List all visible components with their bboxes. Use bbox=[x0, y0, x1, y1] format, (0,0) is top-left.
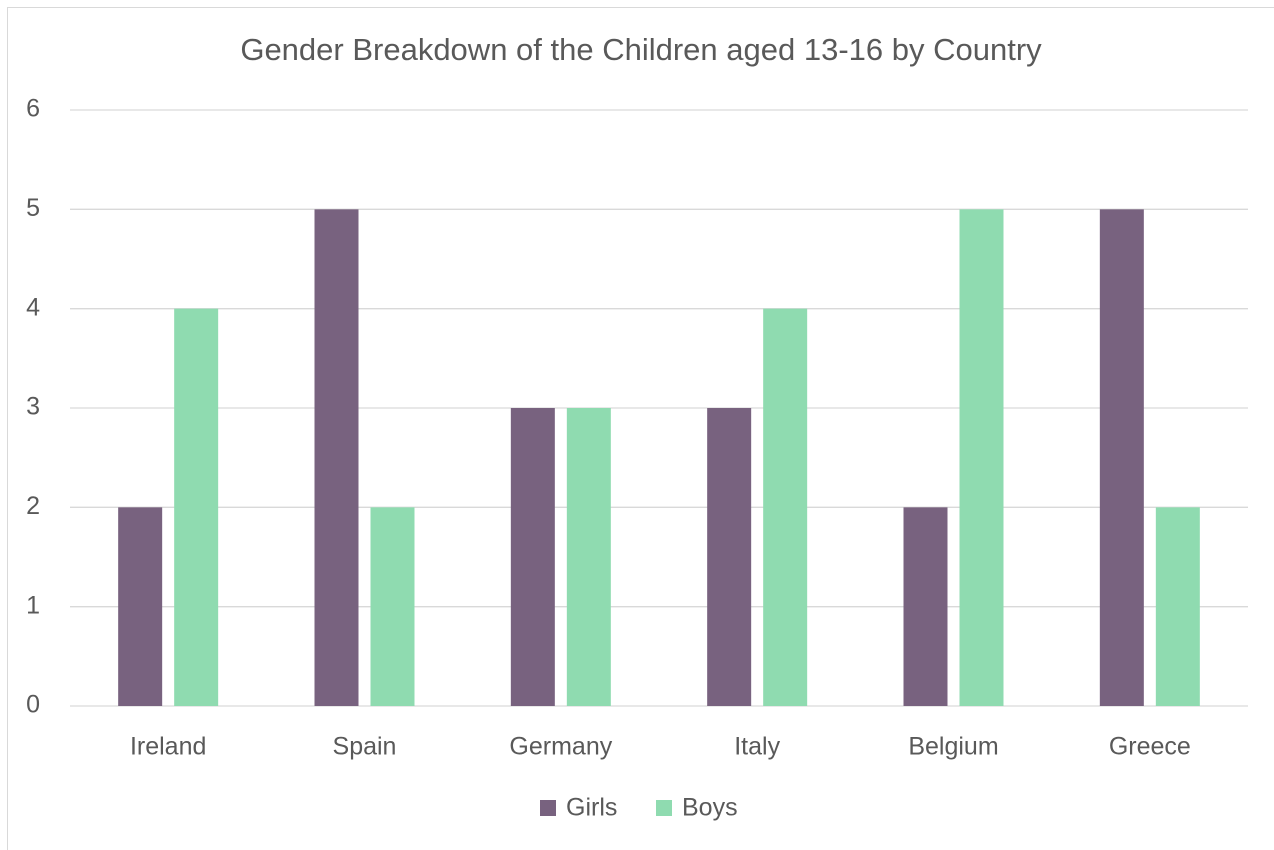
bar bbox=[1155, 507, 1200, 706]
bar bbox=[174, 308, 219, 706]
legend-label: Boys bbox=[682, 794, 738, 822]
y-tick-label: 1 bbox=[26, 591, 40, 619]
x-tick-label: Spain bbox=[333, 733, 397, 761]
bar bbox=[903, 507, 948, 706]
bar bbox=[707, 408, 752, 706]
y-tick-label: 5 bbox=[26, 194, 40, 222]
bar bbox=[566, 408, 611, 706]
y-tick-label: 3 bbox=[26, 393, 40, 421]
y-tick-label: 6 bbox=[26, 95, 40, 123]
bar bbox=[763, 308, 808, 706]
chart-border bbox=[7, 7, 1274, 850]
y-tick-label: 0 bbox=[26, 691, 40, 719]
bar bbox=[370, 507, 415, 706]
chart-title: Gender Breakdown of the Children aged 13… bbox=[240, 32, 1042, 67]
x-tick-label: Ireland bbox=[130, 733, 206, 761]
legend-label: Girls bbox=[566, 794, 617, 822]
x-tick-label: Belgium bbox=[908, 733, 998, 761]
legend-swatch bbox=[540, 800, 556, 816]
y-tick-label: 2 bbox=[26, 492, 40, 520]
bar bbox=[1099, 209, 1144, 707]
x-tick-label: Greece bbox=[1109, 733, 1191, 761]
x-tick-label: Italy bbox=[734, 733, 780, 761]
bar bbox=[959, 209, 1004, 707]
legend-swatch bbox=[656, 800, 672, 816]
y-tick-label: 4 bbox=[26, 293, 40, 321]
bar bbox=[510, 408, 555, 706]
bar bbox=[314, 209, 359, 707]
bar bbox=[118, 507, 163, 706]
x-tick-label: Germany bbox=[509, 733, 612, 761]
